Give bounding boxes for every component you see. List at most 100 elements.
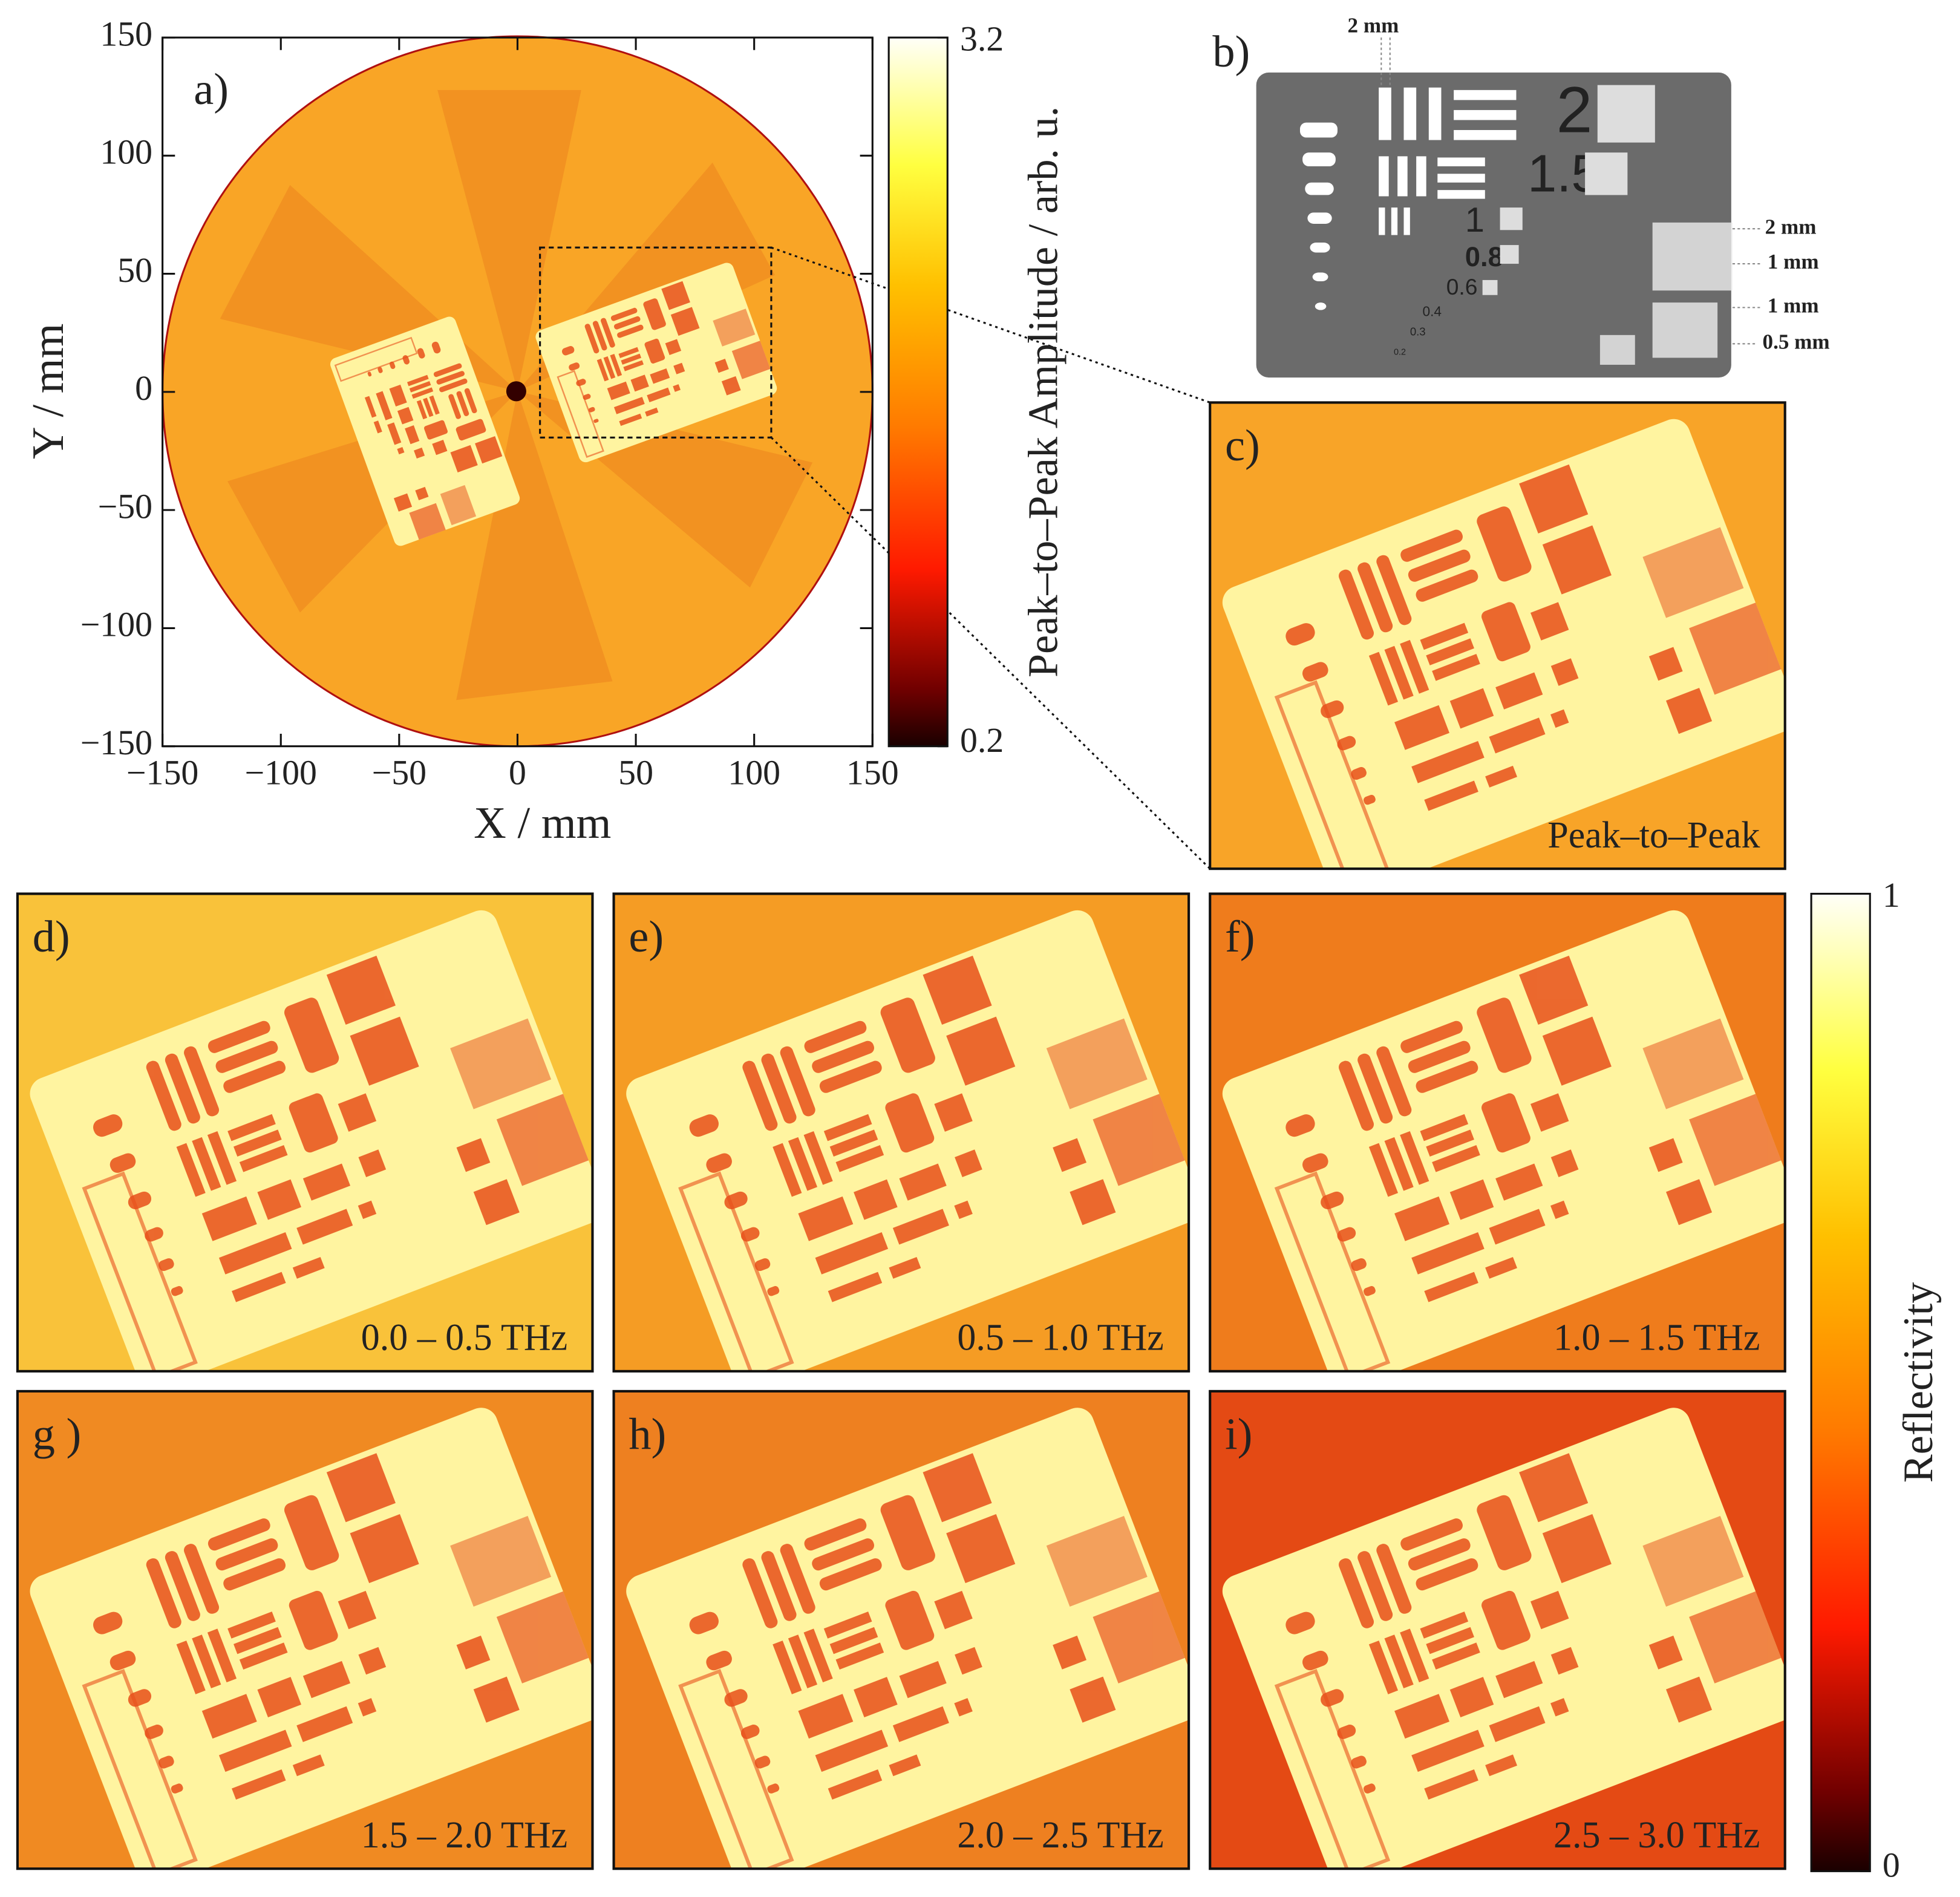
target-hatch — [1500, 207, 1523, 230]
panel-frame — [1209, 401, 1786, 870]
target-grid — [1599, 335, 1635, 365]
panel-label: i) — [1225, 1409, 1252, 1459]
scale-label: 2 mm — [1765, 215, 1817, 238]
target-digit: 0.8 — [1465, 241, 1503, 272]
panel-caption: 2.5 – 3.0 THz — [1553, 1815, 1760, 1856]
target-digit: 2 — [1557, 74, 1593, 146]
panel-label: g ) — [33, 1409, 82, 1459]
colorbar-tick-label: 3.2 — [960, 19, 1004, 59]
target-bar — [1403, 87, 1417, 140]
panel-caption: 0.0 – 0.5 THz — [361, 1317, 567, 1358]
target-animal — [1305, 182, 1334, 195]
target-animal — [1312, 272, 1328, 281]
y-tick-label: 150 — [100, 14, 152, 53]
target-bar — [1428, 87, 1442, 140]
scale-label: 1 mm — [1768, 293, 1819, 317]
image-panel — [1210, 402, 1785, 903]
image-panel — [17, 1391, 610, 1869]
colorbar-label: Reflectivity — [1895, 1282, 1942, 1483]
y-tick-label: 100 — [100, 132, 152, 172]
center-hole — [506, 381, 526, 402]
target-bar — [1391, 207, 1398, 235]
image-panel — [1210, 1391, 1785, 1869]
target-digit: 0.3 — [1410, 325, 1426, 338]
target-bar — [1379, 156, 1389, 197]
x-tick-label: 150 — [846, 753, 899, 792]
y-tick-label: 50 — [117, 250, 152, 290]
target-digit: 0.6 — [1446, 274, 1478, 299]
target-plate — [1256, 72, 1731, 378]
y-tick-label: −50 — [98, 486, 152, 526]
target-animal — [1302, 152, 1336, 166]
panel-label: b) — [1212, 27, 1250, 77]
x-tick-label: 0 — [509, 753, 526, 792]
panel-label: h) — [629, 1409, 666, 1459]
scale-label: 1 mm — [1768, 250, 1819, 273]
target-bar — [1437, 190, 1485, 199]
zoom-box — [539, 246, 773, 439]
panel-frame — [1209, 892, 1786, 1373]
target-animal — [1299, 122, 1338, 138]
target-bar — [1416, 156, 1426, 197]
sector — [437, 90, 581, 391]
target-hatch — [1482, 279, 1498, 295]
panel-label: d) — [33, 912, 70, 962]
panel-caption: Peak–to–Peak — [1547, 815, 1760, 856]
colorbar-tick-label: 0 — [1883, 1846, 1900, 1885]
panel-caption: 1.5 – 2.0 THz — [361, 1815, 567, 1856]
target-bar — [1437, 174, 1485, 183]
target-animal — [1310, 242, 1330, 253]
zoom-line — [771, 246, 1210, 403]
y-tick-label: −100 — [80, 605, 152, 644]
image-panel — [17, 893, 610, 1394]
target-hatch — [1585, 152, 1628, 195]
target-bar — [1397, 156, 1408, 197]
target-digit: 1 — [1465, 201, 1485, 240]
target-hatch — [1500, 245, 1519, 264]
target-bar — [1379, 207, 1385, 235]
image-panel — [1210, 893, 1785, 1394]
panel-frame — [16, 1389, 594, 1870]
x-tick-label: 50 — [618, 753, 653, 792]
x-tick-label: −100 — [245, 753, 317, 792]
panel-label: c) — [1225, 421, 1260, 471]
panel-label: a) — [194, 65, 229, 114]
colorbar — [1810, 892, 1871, 1872]
target-digit: 0.4 — [1422, 304, 1442, 319]
x-tick-label: −150 — [126, 753, 198, 792]
colorbar-label: Peak–to–Peak Amplitude / arb. u. — [1020, 106, 1067, 678]
target-digit: 0.2 — [1394, 348, 1406, 358]
target-bar — [1454, 129, 1517, 140]
panel-frame — [16, 892, 594, 1373]
target-bar — [1379, 87, 1391, 140]
panel-caption: 2.0 – 2.5 THz — [957, 1815, 1163, 1856]
sector — [456, 391, 613, 700]
target-animal — [1307, 212, 1332, 224]
panel-caption: 0.5 – 1.0 THz — [957, 1317, 1163, 1358]
target-bar — [1437, 157, 1485, 166]
panel-caption: 1.0 – 1.5 THz — [1553, 1317, 1760, 1358]
panel-label: e) — [629, 912, 664, 962]
heatmap-image — [162, 35, 874, 748]
target-grid — [1652, 222, 1733, 291]
panel-frame — [612, 1389, 1191, 1870]
colorbar-tick-label: 1 — [1883, 875, 1900, 915]
image-panel — [613, 893, 1189, 1394]
target-bar — [1403, 207, 1410, 235]
panel-frame — [612, 892, 1191, 1373]
y-axis-label: Y / mm — [24, 324, 73, 460]
colorbar — [887, 36, 949, 748]
colorbar-tick-label: 0.2 — [960, 720, 1004, 760]
panel-label: f) — [1225, 912, 1255, 962]
y-tick-label: −150 — [80, 723, 152, 762]
y-tick-label: 0 — [135, 368, 152, 408]
image-panel — [613, 1391, 1189, 1869]
panel-frame — [1209, 1389, 1786, 1870]
target-animal — [1315, 302, 1327, 310]
x-axis-label: X / mm — [474, 798, 611, 848]
target-bar — [1454, 109, 1517, 120]
target-bar — [1454, 90, 1517, 100]
scale-label: 2 mm — [1347, 14, 1399, 38]
scale-label: 0.5 mm — [1763, 330, 1830, 353]
